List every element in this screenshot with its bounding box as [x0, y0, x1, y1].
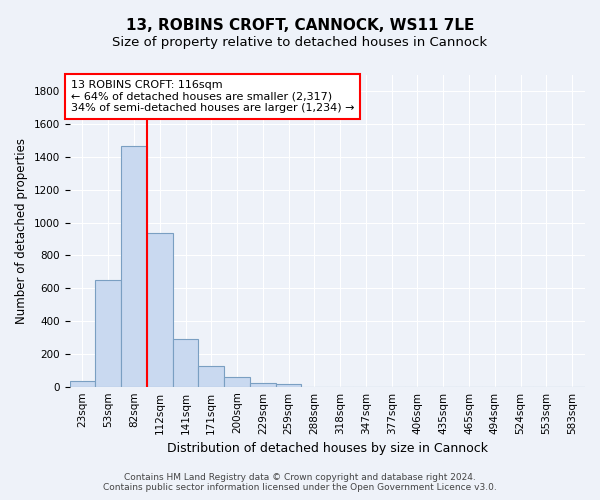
- Text: Contains HM Land Registry data © Crown copyright and database right 2024.
Contai: Contains HM Land Registry data © Crown c…: [103, 473, 497, 492]
- Bar: [95, 280, 121, 386]
- Bar: [224, 377, 250, 386]
- Y-axis label: Number of detached properties: Number of detached properties: [15, 138, 28, 324]
- X-axis label: Distribution of detached houses by size in Cannock: Distribution of detached houses by size …: [167, 442, 488, 455]
- Bar: [250, 383, 276, 386]
- Bar: [70, 381, 95, 386]
- Text: 13 ROBINS CROFT: 116sqm
← 64% of detached houses are smaller (2,317)
34% of semi: 13 ROBINS CROFT: 116sqm ← 64% of detache…: [71, 80, 355, 113]
- Text: Size of property relative to detached houses in Cannock: Size of property relative to detached ho…: [112, 36, 488, 49]
- Bar: [147, 234, 173, 386]
- Bar: [121, 146, 147, 386]
- Text: 13, ROBINS CROFT, CANNOCK, WS11 7LE: 13, ROBINS CROFT, CANNOCK, WS11 7LE: [126, 18, 474, 32]
- Bar: [276, 384, 301, 386]
- Bar: [199, 366, 224, 386]
- Bar: [173, 339, 199, 386]
